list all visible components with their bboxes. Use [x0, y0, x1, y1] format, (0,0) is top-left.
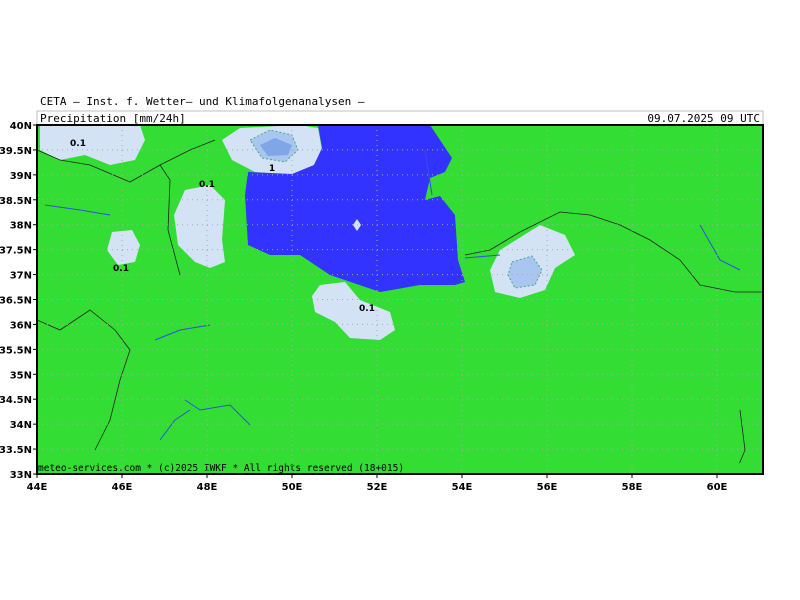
contour-label: 0.1 [70, 139, 86, 149]
lon-label: 58E [622, 482, 643, 493]
precip-0.1 [40, 125, 145, 165]
lat-label: 35.5N [0, 345, 32, 356]
contour-label: 0.1 [359, 304, 375, 314]
footer-bg [37, 463, 763, 474]
lon-label: 60E [707, 482, 728, 493]
lon-label: 52E [367, 482, 388, 493]
contour-label: 0.1 [113, 264, 129, 274]
lat-label: 37.5N [0, 246, 32, 257]
lat-label: 39N [10, 171, 32, 182]
lat-label: 37N [10, 271, 32, 282]
graticule [37, 125, 763, 474]
lat-label: 38.5N [0, 196, 32, 207]
lat-label: 34N [10, 420, 32, 431]
lon-label: 48E [197, 482, 218, 493]
lon-label: 56E [537, 482, 558, 493]
valid-time: 09.07.2025 09 UTC [647, 112, 760, 125]
precip-0.1 [312, 282, 395, 340]
subtitle: Precipitation [mm/24h] [40, 112, 186, 125]
rivers [44, 149, 741, 441]
contour-label: 0.1 [199, 180, 215, 190]
footer: meteo-services.com * (c)2025 IWKF * All … [38, 463, 404, 474]
lat-label: 34.5N [0, 395, 32, 406]
lat-label: 35N [10, 370, 32, 381]
lon-label: 46E [112, 482, 133, 493]
contour-label: 1 [269, 164, 275, 174]
map-area: meteo-services.com * (c)2025 IWKF * All … [36, 124, 764, 475]
precip-2 [260, 138, 292, 156]
lat-label: 38N [10, 221, 32, 232]
title: CETA — Inst. f. Wetter— und Klimafolgena… [40, 95, 365, 108]
precip-0.1 [174, 185, 225, 268]
precip-0.1 [107, 230, 140, 265]
contour-labels: 0.1 0.1 1 0.1 0.1 [70, 139, 375, 314]
lat-label: 33.5N [0, 445, 32, 456]
lat-label: 33N [10, 470, 32, 481]
lon-label: 44E [27, 482, 48, 493]
lat-label: 39.5N [0, 146, 32, 157]
lat-label: 36.5N [0, 296, 32, 307]
lon-label: 50E [282, 482, 303, 493]
axis-labels: 40N 39.5N 39N 38.5N 38N 37.5N 37N 36.5N 36N 35.5N… [0, 121, 728, 493]
caspian-sea [245, 125, 465, 292]
lat-label: 36N [10, 320, 32, 331]
lat-label: 40N [10, 121, 32, 132]
lon-label: 54E [452, 482, 473, 493]
